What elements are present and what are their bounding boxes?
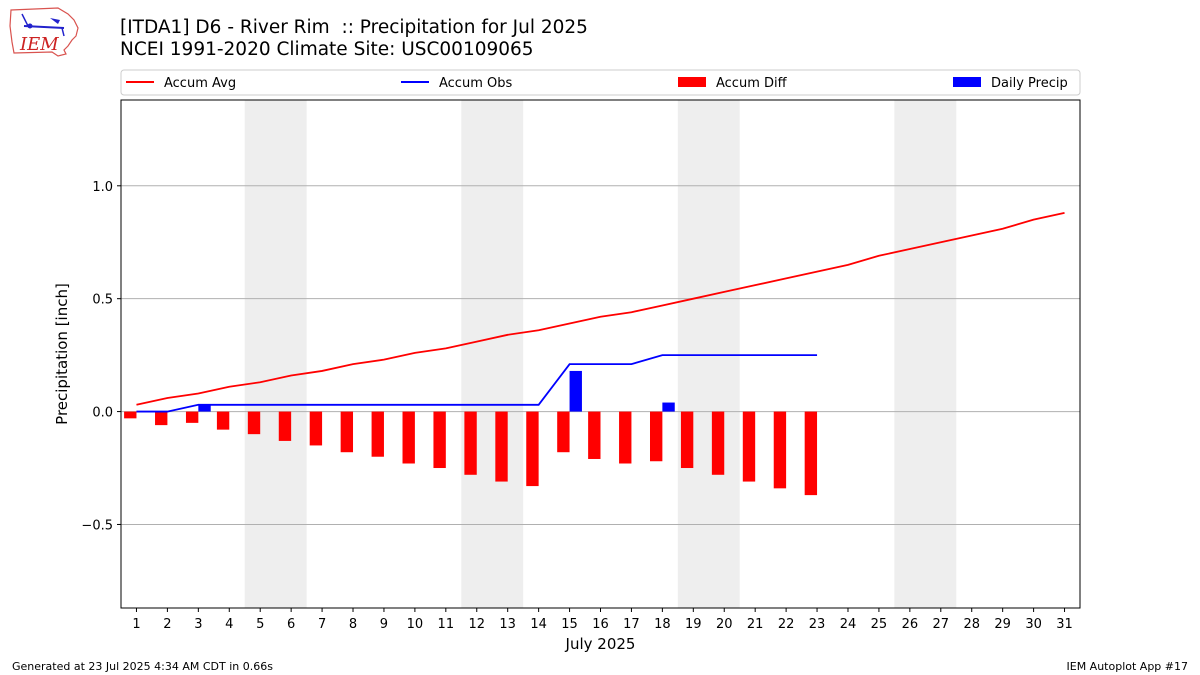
legend-label-accum-obs: Accum Obs bbox=[439, 76, 512, 91]
iem-logo-graphic: IEM bbox=[9, 7, 79, 57]
accum-diff-bar bbox=[402, 411, 415, 464]
x-axis-label: July 2025 bbox=[565, 635, 636, 653]
lines bbox=[136, 212, 1065, 413]
x-tick-label: 19 bbox=[685, 617, 702, 632]
x-tick-label: 3 bbox=[194, 617, 202, 632]
y-tick-label: 0.5 bbox=[92, 293, 113, 308]
weekend-shade-0 bbox=[244, 100, 307, 608]
accum-diff-bar bbox=[619, 411, 632, 464]
x-tick-label: 31 bbox=[1056, 617, 1073, 632]
accum-diff-bar bbox=[278, 411, 292, 441]
accum-diff-bar bbox=[216, 411, 230, 430]
accum-diff-bar bbox=[371, 411, 384, 457]
x-tick-label: 6 bbox=[287, 617, 295, 632]
accum-diff-bar bbox=[649, 411, 663, 462]
x-tick-label: 29 bbox=[994, 617, 1011, 632]
x-tick-label: 10 bbox=[407, 617, 424, 632]
x-tick-label: 27 bbox=[933, 617, 950, 632]
x-tick-label: 4 bbox=[225, 617, 233, 632]
x-tick-label: 28 bbox=[963, 617, 980, 632]
chart-subtitle: NCEI 1991-2020 Climate Site: USC00109065 bbox=[120, 39, 534, 60]
x-tick-label: 15 bbox=[561, 617, 578, 632]
iem-logo: IEM bbox=[8, 6, 80, 62]
legend-label-accum-avg: Accum Avg bbox=[164, 76, 236, 91]
legend-box bbox=[120, 69, 1081, 96]
accum-diff-bar bbox=[711, 411, 725, 475]
accum-diff-bar bbox=[557, 411, 570, 453]
legend-label-daily-precip: Daily Precip bbox=[991, 76, 1068, 91]
accum-diff-bar bbox=[433, 411, 446, 469]
generated-note: Generated at 23 Jul 2025 4:34 AM CDT in … bbox=[12, 660, 273, 673]
accum-diff-bar bbox=[742, 411, 756, 482]
x-tick-label: 2 bbox=[163, 617, 171, 632]
legend-label-accum-diff: Accum Diff bbox=[716, 76, 788, 91]
accum-diff-bar bbox=[185, 411, 199, 423]
accum-diff-bar bbox=[495, 411, 508, 482]
x-tick-label: 1 bbox=[132, 617, 140, 632]
app-note: IEM Autoplot App #17 bbox=[1066, 660, 1189, 673]
x-tick-label: 20 bbox=[716, 617, 733, 632]
y-axis-label: Precipitation [inch] bbox=[53, 283, 71, 425]
x-tick-label: 14 bbox=[530, 617, 547, 632]
weekend-shade-1 bbox=[461, 100, 524, 608]
y-tick-label: −0.5 bbox=[81, 518, 113, 533]
legend-swatch-daily-precip bbox=[953, 77, 981, 87]
daily-precip-bar bbox=[569, 370, 582, 412]
weekend-shading bbox=[244, 100, 957, 608]
x-tick-label: 22 bbox=[778, 617, 795, 632]
x-tick-label: 7 bbox=[318, 617, 326, 632]
x-tick-label: 30 bbox=[1025, 617, 1042, 632]
x-tick-label: 21 bbox=[747, 617, 764, 632]
accum-diff-bar bbox=[588, 411, 601, 459]
x-tick-label: 24 bbox=[840, 617, 857, 632]
x-tick-label: 5 bbox=[256, 617, 264, 632]
x-tick-label: 8 bbox=[349, 617, 357, 632]
accum-diff-bar bbox=[464, 411, 477, 475]
chart-title: [ITDA1] D6 - River Rim :: Precipitation … bbox=[120, 17, 588, 38]
x-tick-label: 9 bbox=[380, 617, 388, 632]
x-tick-label: 23 bbox=[809, 617, 826, 632]
bars bbox=[124, 370, 818, 496]
accum-diff-bar bbox=[247, 411, 261, 435]
daily-precip-bar bbox=[662, 402, 675, 412]
accum-obs-line bbox=[136, 354, 818, 413]
accum-diff-bar bbox=[804, 411, 818, 496]
accum-diff-bar bbox=[773, 411, 787, 489]
x-tick-label: 12 bbox=[468, 617, 485, 632]
x-tick-label: 13 bbox=[499, 617, 516, 632]
accum-avg-line bbox=[136, 212, 1065, 406]
x-tick-label: 26 bbox=[902, 617, 919, 632]
weekend-shade-2 bbox=[677, 100, 740, 608]
y-tick-label: 1.0 bbox=[92, 180, 113, 195]
logo-text: IEM bbox=[19, 34, 59, 55]
x-tick-label: 25 bbox=[871, 617, 888, 632]
accum-diff-bar bbox=[680, 411, 694, 469]
x-tick-label: 11 bbox=[438, 617, 455, 632]
legend-swatch-accum-diff bbox=[678, 77, 706, 87]
daily-precip-bar bbox=[198, 404, 211, 412]
weekend-shade-3 bbox=[894, 100, 957, 608]
accum-diff-bar bbox=[155, 411, 168, 426]
x-tick-label: 17 bbox=[623, 617, 640, 632]
accum-diff-bar bbox=[526, 411, 539, 487]
accum-diff-bar bbox=[340, 411, 354, 453]
x-tick-label: 18 bbox=[654, 617, 671, 632]
legend: Accum Avg Accum Obs Accum Diff Daily Precip bbox=[120, 69, 1081, 96]
accum-diff-bar bbox=[124, 411, 137, 419]
axes: −0.50.00.51.01 2 3 4 5 6 7 8 9 10 11 12 13 14 15 16 17 18… bbox=[81, 180, 1072, 632]
x-tick-label: 16 bbox=[592, 617, 609, 632]
y-tick-label: 0.0 bbox=[92, 406, 113, 421]
accum-diff-bar bbox=[309, 411, 323, 446]
